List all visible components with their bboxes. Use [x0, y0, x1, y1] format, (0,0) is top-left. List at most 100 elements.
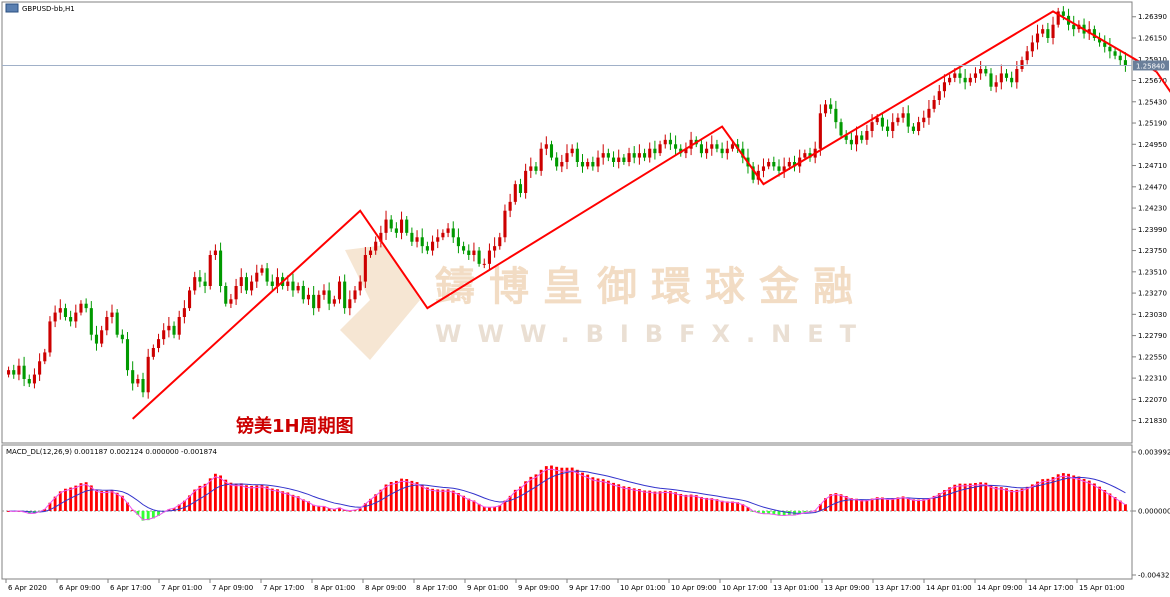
candle-body — [544, 144, 548, 149]
candle-body — [389, 219, 393, 229]
candle-body — [518, 184, 523, 193]
candle-body — [131, 370, 135, 384]
candle — [596, 150, 600, 173]
candle — [725, 140, 729, 160]
candle-body — [136, 379, 140, 384]
macd-bar — [700, 496, 703, 511]
watermark-cn: 鑄博皇御環球金融 — [434, 264, 867, 310]
macd-bar — [188, 495, 191, 511]
macd-bar — [560, 467, 564, 511]
candle-body — [870, 122, 874, 131]
candle — [508, 193, 512, 218]
candle — [601, 144, 605, 165]
macd-bar — [803, 510, 807, 513]
x-tick-label: 10 Apr 17:00 — [722, 584, 768, 592]
candle — [865, 124, 869, 145]
candle — [441, 229, 445, 241]
candle-body — [1035, 33, 1040, 43]
macd-bar — [281, 491, 285, 511]
candle — [151, 344, 155, 360]
candle — [591, 156, 595, 171]
macd-bar — [668, 491, 672, 511]
candle — [689, 131, 693, 156]
candle — [823, 100, 828, 117]
macd-bar — [431, 488, 434, 511]
candle-body — [94, 334, 99, 344]
candle-body — [1118, 55, 1122, 61]
y-tick-label: 1.26390 — [1138, 13, 1167, 21]
candle-body — [498, 237, 502, 247]
candle-body — [767, 162, 771, 167]
candle — [337, 276, 342, 304]
candle-body — [772, 162, 776, 167]
candle-body — [674, 144, 678, 149]
candle — [69, 310, 73, 327]
macd-bar — [48, 502, 52, 511]
candle — [498, 232, 502, 250]
candle-body — [224, 286, 228, 304]
macd-bar — [322, 506, 326, 511]
candle-body — [689, 139, 693, 149]
candle-body — [803, 153, 807, 158]
macd-bar — [767, 510, 771, 514]
candle — [896, 113, 900, 126]
candle — [637, 144, 641, 165]
candle-body — [374, 241, 378, 251]
candle — [963, 69, 967, 90]
candle — [141, 372, 145, 398]
candle — [544, 136, 548, 156]
macd-bar — [1005, 488, 1008, 511]
candle-body — [705, 148, 709, 154]
candle-body — [622, 157, 626, 162]
candle — [451, 221, 455, 243]
candle — [110, 304, 114, 324]
macd-bar — [906, 497, 910, 511]
candle — [917, 116, 921, 136]
candle-body — [296, 286, 300, 291]
macd-bar — [772, 510, 776, 515]
candle — [575, 142, 579, 167]
candle-body — [208, 255, 212, 286]
candle — [741, 141, 745, 164]
macd-bar — [601, 479, 605, 511]
candle — [146, 348, 150, 399]
macd-bar — [943, 490, 946, 511]
x-tick-label: 10 Apr 01:00 — [620, 584, 666, 592]
candle — [503, 204, 507, 243]
y-tick-label: 1.25190 — [1138, 120, 1167, 128]
candle — [48, 316, 52, 357]
candle-body — [782, 166, 786, 171]
candle-body — [575, 148, 579, 162]
macd-bar — [446, 489, 450, 511]
main-frame — [1, 1, 1133, 444]
candle — [270, 274, 274, 292]
y-tick-label: 1.25430 — [1138, 98, 1167, 106]
macd-bar — [120, 495, 124, 511]
candle — [648, 142, 652, 163]
candle-body — [105, 317, 109, 331]
macd-bar — [89, 485, 93, 511]
candle-body — [22, 365, 26, 379]
candle-body — [467, 250, 471, 255]
macd-bar — [736, 502, 740, 511]
macd-bar — [658, 491, 662, 511]
candle-body — [275, 277, 280, 286]
candle-body — [110, 312, 114, 317]
candle-body — [539, 148, 543, 171]
candle-body — [79, 303, 83, 313]
candle-body — [643, 153, 647, 158]
macd-bar — [136, 510, 140, 515]
candle-body — [213, 250, 217, 255]
candle — [43, 348, 47, 365]
macd-bar — [234, 483, 238, 511]
macd-bar — [472, 500, 476, 511]
candle-body — [741, 148, 745, 158]
macd-bar — [141, 510, 145, 521]
candle — [265, 262, 269, 286]
candle — [880, 112, 884, 131]
macd-bar — [151, 510, 155, 519]
candle — [658, 140, 662, 156]
candle — [58, 299, 62, 320]
macd-bar — [927, 498, 931, 511]
